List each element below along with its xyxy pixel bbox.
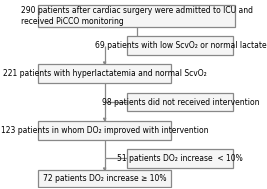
FancyBboxPatch shape <box>127 36 233 55</box>
Text: 123 patients in whom DO₂ improved with intervention: 123 patients in whom DO₂ improved with i… <box>1 126 208 135</box>
FancyBboxPatch shape <box>127 149 233 168</box>
FancyBboxPatch shape <box>127 93 233 111</box>
FancyBboxPatch shape <box>38 121 171 139</box>
Text: 72 patients DO₂ increase ≥ 10%: 72 patients DO₂ increase ≥ 10% <box>43 174 166 184</box>
Text: 51 patients DO₂ increase  < 10%: 51 patients DO₂ increase < 10% <box>117 154 243 163</box>
FancyBboxPatch shape <box>38 64 171 83</box>
Text: 69 patients with low ScvO₂ or normal lactate: 69 patients with low ScvO₂ or normal lac… <box>95 41 266 50</box>
FancyBboxPatch shape <box>38 5 235 27</box>
Text: 290 patients after cardiac surgery were admitted to ICU and received PiCCO monit: 290 patients after cardiac surgery were … <box>21 6 253 26</box>
FancyBboxPatch shape <box>38 170 171 187</box>
Text: 98 patients did not received intervention: 98 patients did not received interventio… <box>101 98 259 107</box>
Text: 221 patients with hyperlactatemia and normal ScvO₂: 221 patients with hyperlactatemia and no… <box>3 69 206 78</box>
